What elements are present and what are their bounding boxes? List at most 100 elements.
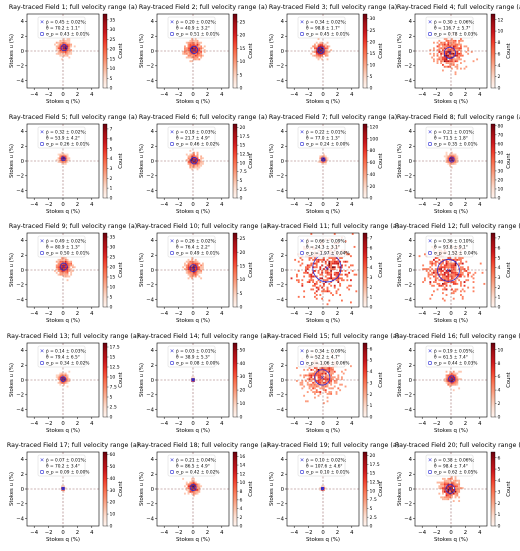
histogram-bin <box>198 268 201 271</box>
histogram-bin <box>321 378 324 381</box>
colorbar-tick-label: 4 <box>370 265 373 271</box>
histogram-bin <box>306 383 309 386</box>
histogram-bin <box>447 498 450 501</box>
histogram-bin <box>310 233 313 235</box>
histogram-bin <box>438 49 441 52</box>
histogram-bin <box>315 264 318 267</box>
histogram-bin <box>449 62 452 64</box>
histogram-bin <box>198 483 201 486</box>
histogram-bin <box>185 264 188 267</box>
y-tick-label: 2 <box>409 472 412 478</box>
histogram-bin <box>308 264 311 267</box>
legend-circle-marker <box>299 142 304 147</box>
histogram-bin <box>339 268 342 271</box>
histogram-bin <box>57 268 60 271</box>
histogram-bin <box>314 396 316 399</box>
y-tick-label: 4 <box>281 348 285 354</box>
histogram-bin <box>332 260 334 263</box>
histogram-bin <box>436 273 439 276</box>
histogram-bin <box>297 270 300 272</box>
mean-marker: × <box>320 486 325 493</box>
histogram-bin <box>70 268 73 271</box>
histogram-bin <box>440 41 443 44</box>
legend: × p̄ = 0.32 ± 0.02%;θ̄ = 53.9 ± 4.2°σ_p =… <box>37 126 89 149</box>
histogram-bin <box>59 153 62 156</box>
histogram-bin <box>330 268 333 271</box>
histogram-bin <box>458 39 461 42</box>
histogram-bin <box>196 485 199 488</box>
histogram-bin <box>66 270 69 272</box>
histogram-bin <box>465 65 468 68</box>
y-tick-label: 2 <box>281 363 284 369</box>
histogram-bin <box>460 43 462 46</box>
histogram-bin <box>296 279 298 282</box>
y-tick-label: −2 <box>146 174 154 180</box>
y-tick-label: 0 <box>21 268 25 274</box>
histogram-bin <box>458 52 461 55</box>
histogram-bin <box>66 52 69 55</box>
histogram-bin <box>63 41 65 44</box>
histogram-bin <box>452 380 455 382</box>
legend-mean-marker: × <box>428 239 433 245</box>
histogram-bin <box>460 268 462 271</box>
histogram-bin <box>194 51 197 53</box>
histogram-bin <box>458 47 461 50</box>
histogram-bin <box>339 294 342 296</box>
histogram-bin <box>189 159 192 162</box>
histogram-bin <box>185 266 188 269</box>
histogram-bin <box>452 383 455 386</box>
histogram-bin <box>474 271 477 274</box>
histogram-bin <box>442 51 444 53</box>
histogram-bin <box>458 41 461 44</box>
histogram-bin <box>301 282 304 285</box>
histogram-bin <box>66 39 69 42</box>
mean-marker: × <box>320 374 325 381</box>
histogram-bin <box>57 153 60 156</box>
histogram-bin <box>443 273 446 276</box>
histogram-bin <box>55 159 58 162</box>
histogram-bin <box>332 266 334 269</box>
histogram-bin <box>452 155 455 158</box>
histogram-bin <box>315 262 318 265</box>
histogram-bin <box>323 282 325 285</box>
histogram-bin <box>59 273 62 276</box>
histogram-bin <box>452 292 455 295</box>
histogram-bin <box>443 281 446 283</box>
histogram-bin <box>319 487 322 490</box>
x-tick-label: 0 <box>449 92 453 98</box>
histogram-bin <box>442 485 444 488</box>
histogram-bin <box>451 39 453 42</box>
histogram-bin <box>299 383 302 386</box>
colorbar <box>232 342 238 418</box>
histogram-bin <box>451 288 453 291</box>
histogram-bin <box>308 385 311 388</box>
histogram-bin <box>449 489 452 491</box>
histogram-bin <box>63 489 65 491</box>
histogram-bin <box>458 387 461 390</box>
histogram-bin <box>465 270 468 272</box>
histogram-bin <box>333 260 336 263</box>
colorbar-tick-label: 0 <box>498 86 501 92</box>
histogram-bin <box>321 162 324 165</box>
histogram-bin <box>447 281 450 283</box>
histogram-bin <box>449 257 452 259</box>
histogram-bin <box>324 290 327 293</box>
histogram-bin <box>447 481 450 484</box>
histogram-bin <box>61 45 64 48</box>
legend: × p̄ = 0.19 ± 0.05%;θ̄ = 61.5 ± 7.4°σ_p =… <box>425 345 477 368</box>
histogram-bin <box>66 271 69 274</box>
y-tick-label: −4 <box>404 78 412 84</box>
legend-circle-marker <box>170 360 175 365</box>
histogram-bin <box>290 277 293 280</box>
colorbar-tick-label: 0 <box>240 305 243 311</box>
x-axis-label: Stokes q (%) <box>46 99 80 105</box>
legend-entry-p: p̄ = 0.30 ± 0.06%; <box>434 20 474 26</box>
histogram-bin <box>63 485 65 488</box>
histogram-bin <box>200 271 203 274</box>
histogram-bin <box>187 485 190 488</box>
histogram-bin <box>454 485 457 488</box>
histogram-bin <box>193 151 195 154</box>
histogram-bin <box>319 374 322 377</box>
histogram-bin <box>66 262 69 265</box>
histogram-bin <box>449 41 452 44</box>
